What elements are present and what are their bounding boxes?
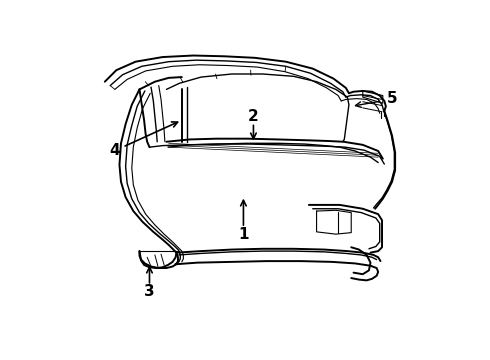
- Text: 1: 1: [238, 227, 248, 242]
- Text: 5: 5: [387, 91, 397, 106]
- Text: 4: 4: [110, 144, 120, 158]
- Text: 2: 2: [248, 109, 259, 124]
- Text: 3: 3: [144, 284, 155, 299]
